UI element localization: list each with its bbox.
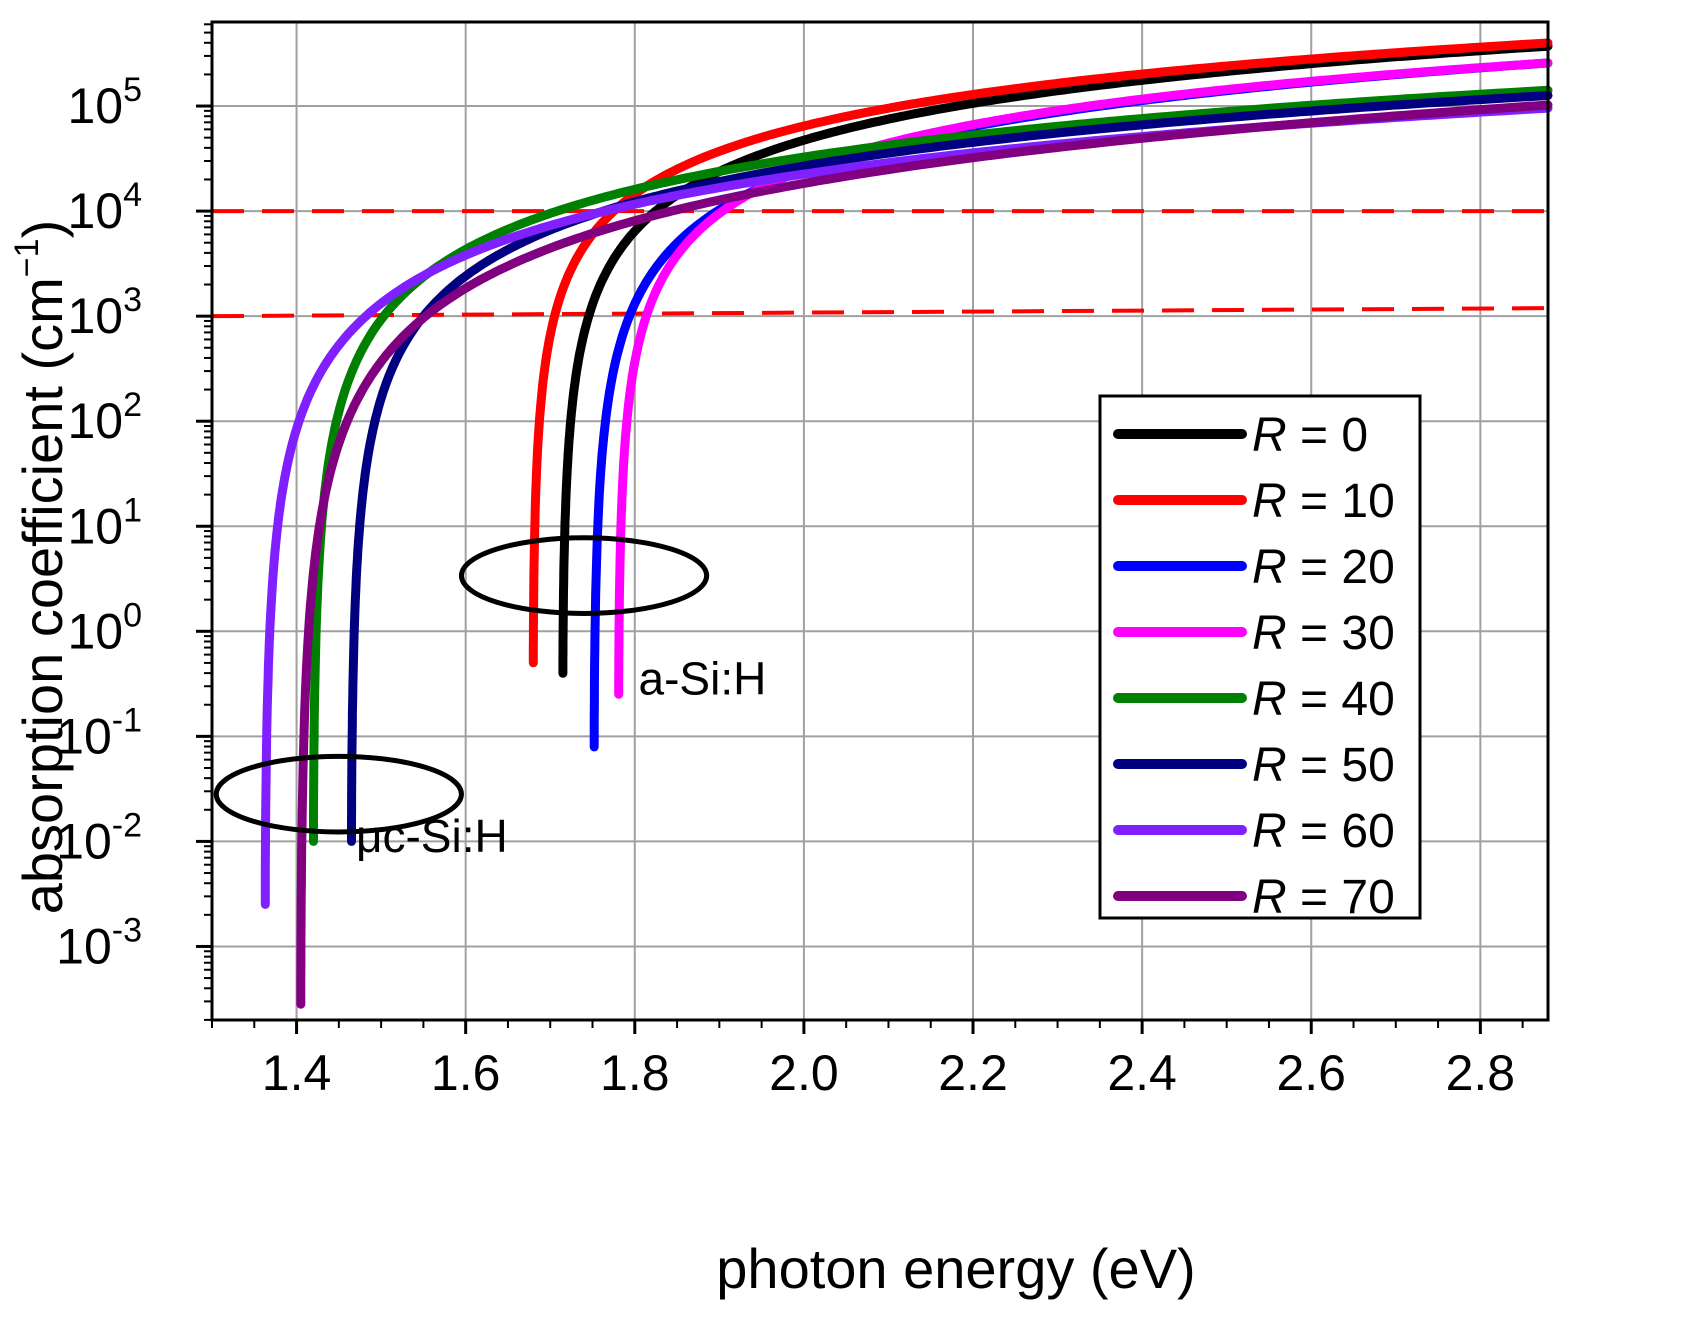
legend-symbol: R [1252, 673, 1287, 726]
legend-symbol: R [1252, 409, 1287, 462]
legend-symbol: R [1252, 805, 1287, 858]
y-tick-label: 10-1 [56, 701, 142, 764]
legend-value: = 70 [1287, 871, 1395, 924]
legend-label: R = 10 [1252, 475, 1395, 528]
y-tick-exponent: -2 [112, 806, 142, 844]
axes: 1.4 1.6 1.8 2.0 2.2 2.4 2.6 2.810-310-210-11001… [56, 20, 1550, 1101]
y-tick-base: 10 [56, 708, 112, 764]
annotation-ellipses [213, 535, 710, 835]
legend-label: R = 20 [1252, 541, 1395, 594]
legend-value: = 60 [1287, 805, 1395, 858]
legend-symbol: R [1252, 739, 1287, 792]
y-axis-title-main: absorption coefficient (cm [11, 277, 74, 914]
annotation-label: μc-Si:H [356, 810, 508, 862]
plot-frame [210, 20, 1550, 1022]
y-tick-base: 10 [67, 183, 123, 239]
annotations: a-Si:H μc-Si:H [356, 653, 766, 863]
legend-label: R = 30 [1252, 607, 1395, 660]
y-axis-title-close: ) [11, 220, 74, 239]
y-tick-exponent: 4 [123, 176, 142, 214]
series-line [296, 100, 1553, 1009]
x-tick-label: 2.6 [1276, 1045, 1346, 1101]
y-tick-label: 103 [67, 281, 142, 344]
x-axis-title: photon energy (eV) [716, 1237, 1195, 1300]
y-tick-label: 10-3 [56, 911, 142, 974]
y-tick-label: 101 [67, 491, 142, 554]
y-tick-exponent: 3 [123, 281, 142, 319]
series-curves [260, 38, 1553, 1009]
y-tick-base: 10 [67, 78, 123, 134]
y-tick-exponent: -1 [112, 701, 142, 739]
annotation-ellipse [458, 535, 710, 616]
annotation-label: a-Si:H [639, 653, 767, 705]
legend-value: = 30 [1287, 607, 1395, 660]
y-tick-label: 100 [67, 596, 142, 659]
legend-value: = 10 [1287, 475, 1395, 528]
legend-label: R = 50 [1252, 739, 1395, 792]
x-tick-label: 2.2 [938, 1045, 1008, 1101]
annotation-ellipse [213, 753, 464, 835]
y-tick-exponent: -3 [112, 911, 142, 949]
legend-label: R = 0 [1252, 409, 1368, 462]
y-tick-label: 104 [67, 176, 142, 239]
y-tick-base: 10 [67, 603, 123, 659]
legend-value: = 0 [1287, 409, 1368, 462]
legend-label: R = 60 [1252, 805, 1395, 858]
legend-symbol: R [1252, 541, 1287, 594]
y-tick-label: 102 [67, 386, 142, 449]
y-tick-base: 10 [56, 918, 112, 974]
x-tick-label: 2.8 [1446, 1045, 1516, 1101]
legend-symbol: R [1252, 607, 1287, 660]
y-tick-base: 10 [67, 498, 123, 554]
y-tick-exponent: 2 [123, 386, 142, 424]
legend-value: = 20 [1287, 541, 1395, 594]
y-tick-base: 10 [67, 288, 123, 344]
y-tick-exponent: 0 [123, 596, 142, 634]
x-tick-label: 1.8 [600, 1045, 670, 1101]
legend-symbol: R [1252, 475, 1287, 528]
x-tick-label: 2.4 [1107, 1045, 1177, 1101]
legend: R = 0R = 10R = 20R = 30R = 40R = 50R = 6… [1098, 394, 1422, 924]
reference-line [211, 306, 1549, 319]
y-axis-title-exponent: −1 [8, 238, 46, 277]
series-line [309, 85, 1553, 846]
legend-symbol: R [1252, 871, 1287, 924]
x-tick-label: 1.6 [431, 1045, 501, 1101]
series-line [558, 41, 1553, 678]
legend-label: R = 40 [1252, 673, 1395, 726]
y-tick-label: 10-2 [56, 806, 142, 869]
y-tick-base: 10 [67, 393, 123, 449]
x-tick-label: 2.0 [769, 1045, 839, 1101]
y-tick-exponent: 5 [123, 71, 142, 109]
y-axis-title: absorption coefficient (cm−1) [8, 220, 74, 914]
y-tick-base: 10 [56, 813, 112, 869]
legend-value: = 40 [1287, 673, 1395, 726]
legend-label: R = 70 [1252, 871, 1395, 924]
legend-value: = 50 [1287, 739, 1395, 792]
y-tick-exponent: 1 [123, 491, 142, 529]
series-line [528, 38, 1553, 668]
reference-lines [211, 209, 1549, 319]
x-tick-label: 1.4 [262, 1045, 332, 1101]
y-tick-label: 105 [67, 71, 142, 134]
